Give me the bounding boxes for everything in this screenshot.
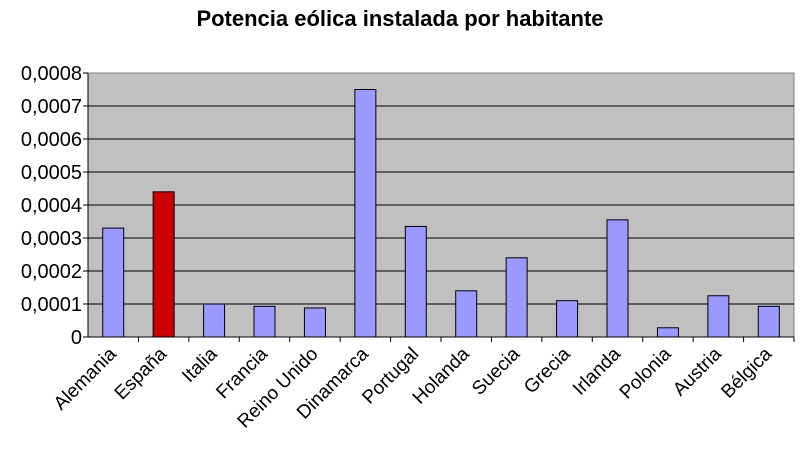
- y-tick-label: 0,0003: [21, 228, 82, 250]
- y-tick-label: 0,0001: [21, 294, 82, 316]
- y-tick-label: 0,0004: [21, 195, 82, 217]
- x-tick-label: Polonia: [616, 343, 676, 403]
- bar-grecia: [556, 300, 579, 338]
- x-tick-label: Alemania: [50, 343, 121, 414]
- bars: [102, 89, 780, 338]
- x-tick-label: Italia: [178, 343, 222, 387]
- bar-alemania: [102, 227, 125, 338]
- y-tick-label: 0: [71, 327, 82, 349]
- chart-title: Potencia eólica instalada por habitante: [196, 6, 603, 31]
- bar-francia: [253, 305, 276, 338]
- bar-portugal: [404, 225, 427, 338]
- bar-bélgica: [757, 305, 780, 338]
- x-tick-label: España: [111, 343, 172, 404]
- bar-dinamarca: [354, 89, 377, 338]
- x-tick-label: Irlanda: [569, 343, 625, 399]
- y-tick-label: 0,0007: [21, 96, 82, 118]
- x-tick-label: Austria: [669, 343, 726, 400]
- y-axis: 0 0,0001 0,0002 0,0003 0,0004 0,0005 0,0006 0,0…: [21, 63, 89, 349]
- x-tick-label: Bélgica: [717, 343, 776, 402]
- bar-holanda: [455, 290, 478, 338]
- bar-irlanda: [606, 219, 629, 338]
- bar-polonia: [656, 327, 679, 338]
- bar-austria: [707, 295, 730, 338]
- x-tick-label: Grecia: [520, 343, 575, 398]
- x-tick-label: Holanda: [409, 343, 474, 408]
- bar-españa: [152, 191, 175, 338]
- y-tick-label: 0,0008: [21, 63, 82, 85]
- y-tick-label: 0,0006: [21, 129, 82, 151]
- x-tick-label: Suecia: [468, 343, 524, 399]
- y-tick-label: 0,0005: [21, 162, 82, 184]
- bar-italia: [203, 303, 226, 338]
- bar-reino-unido: [303, 307, 326, 338]
- y-tick-label: 0,0002: [21, 261, 82, 283]
- bar-suecia: [505, 257, 528, 338]
